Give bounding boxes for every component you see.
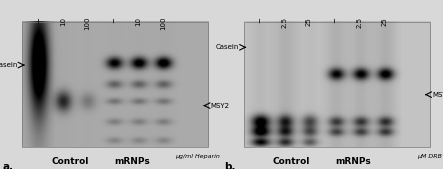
Text: Casein: Casein	[216, 44, 239, 50]
Text: mRNPs: mRNPs	[114, 157, 150, 166]
Text: Casein: Casein	[0, 62, 18, 68]
Text: mRNPs: mRNPs	[335, 157, 371, 166]
Text: 2.5: 2.5	[357, 17, 363, 28]
Text: Control: Control	[51, 157, 89, 166]
Text: 25: 25	[381, 17, 387, 26]
Text: a.: a.	[2, 162, 13, 169]
Text: b.: b.	[224, 162, 235, 169]
Text: 10: 10	[136, 17, 141, 26]
Text: −: −	[111, 17, 117, 23]
Text: MSY2: MSY2	[210, 103, 229, 109]
Text: 100: 100	[160, 17, 166, 30]
Text: μM DRB: μM DRB	[417, 154, 442, 159]
Text: 100: 100	[85, 17, 90, 30]
Text: μg/ml Heparin: μg/ml Heparin	[175, 154, 221, 159]
Bar	[244, 22, 430, 147]
Text: −: −	[333, 17, 338, 23]
Text: MSY2: MSY2	[432, 92, 443, 98]
Text: 25: 25	[306, 17, 312, 26]
Bar	[22, 22, 208, 147]
Text: 10: 10	[60, 17, 66, 26]
Text: 2.5: 2.5	[282, 17, 288, 28]
Text: Control: Control	[272, 157, 310, 166]
Text: −: −	[257, 17, 263, 23]
Text: −: −	[36, 17, 42, 23]
